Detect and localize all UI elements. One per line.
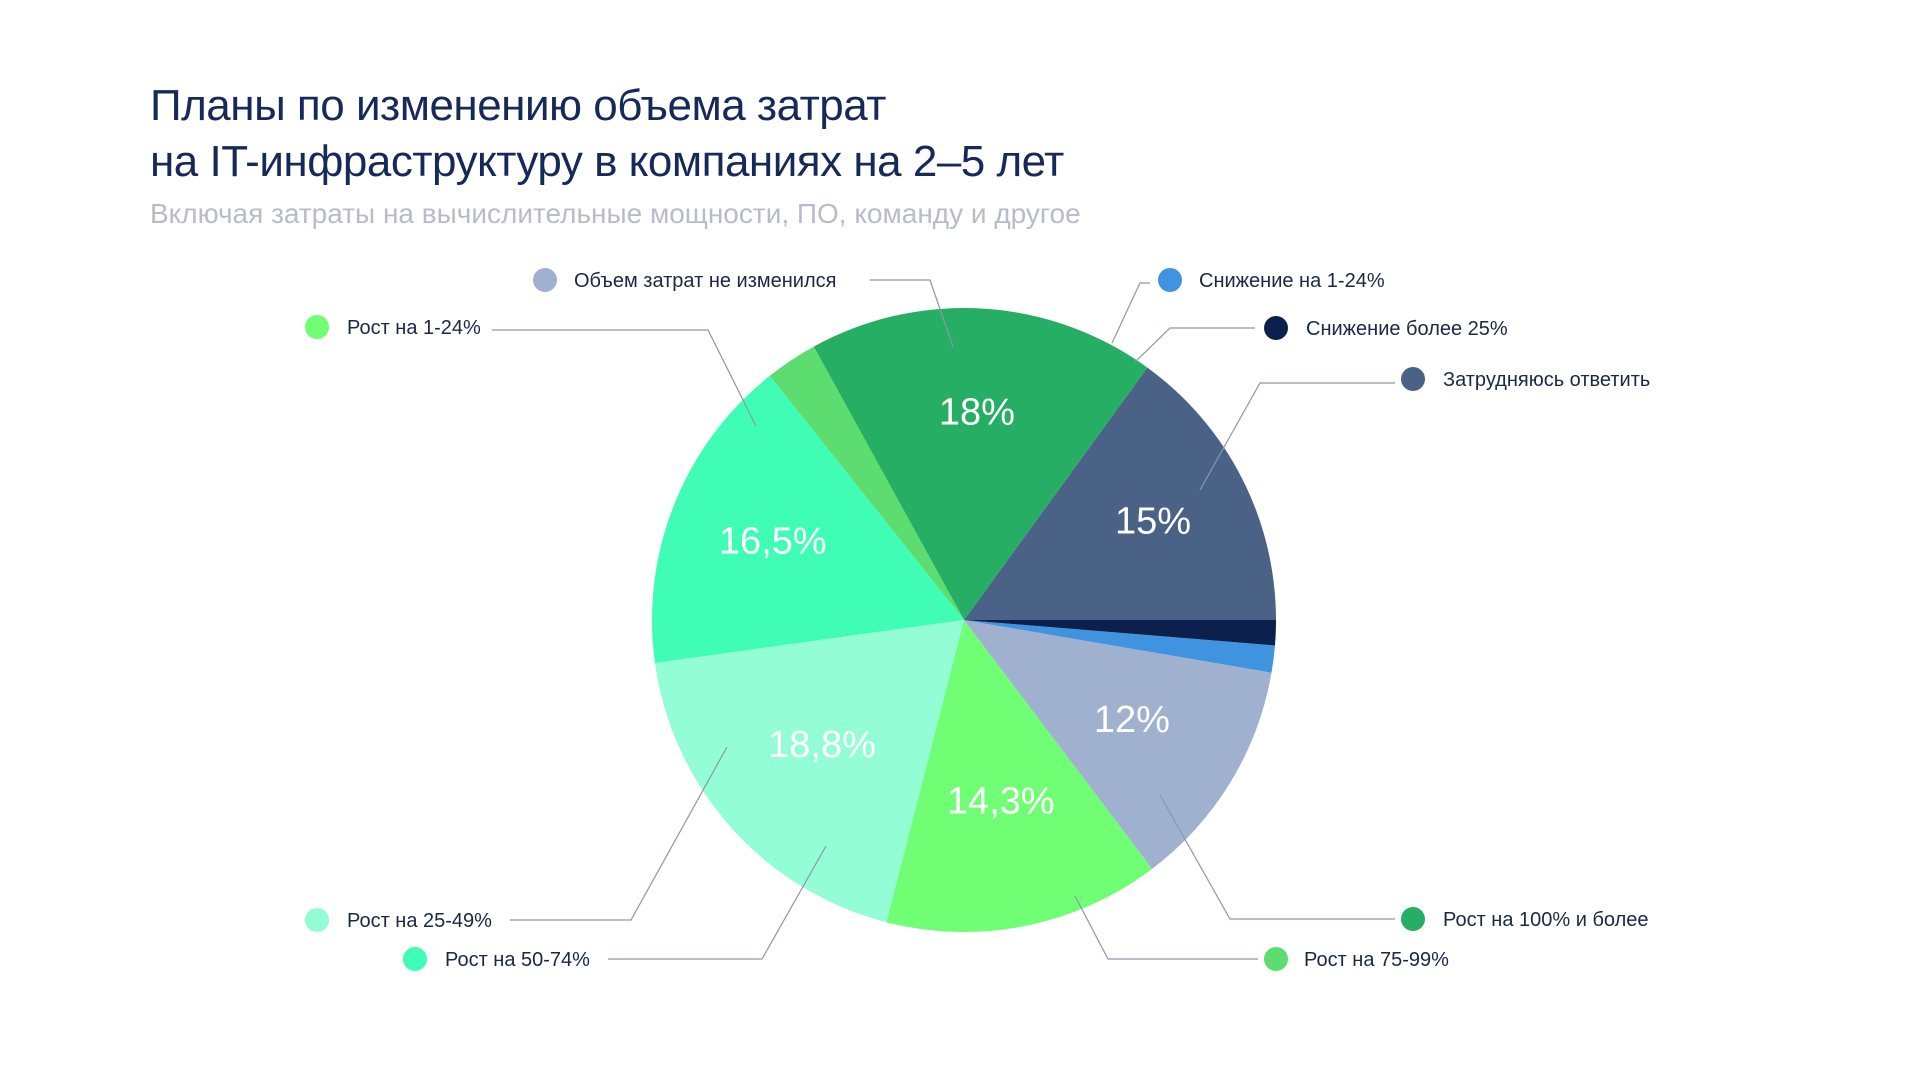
pie-slice-5 xyxy=(654,620,964,923)
pie-slice-3 xyxy=(769,346,964,620)
chart-subtitle: Включая затраты на вычислительные мощнос… xyxy=(150,198,1081,229)
legend-marker-6 xyxy=(305,315,329,339)
pie-slice-1 xyxy=(964,367,1276,620)
legend-label-4: Рост на 50-74% xyxy=(445,949,590,971)
legend-label-7: Объем затрат не изменился xyxy=(574,270,836,292)
legend-marker-1 xyxy=(1401,367,1425,391)
pie-slice-8 xyxy=(964,620,1275,673)
leader-line-5 xyxy=(510,746,728,921)
pie-slice-6 xyxy=(886,620,1153,933)
legend-marker-2 xyxy=(1401,907,1425,931)
pie-legend: Затрудняюсь ответить Рост на 100% и более… xyxy=(305,268,1650,971)
slice-value-label-4: 16,5% xyxy=(719,521,827,563)
leader-line-7 xyxy=(870,279,954,348)
slice-value-label-2: 18% xyxy=(939,392,1015,434)
slice-value-label-6: 14,3% xyxy=(947,781,1055,823)
legend-label-2: Рост на 100% и более xyxy=(1443,909,1649,931)
leader-line-1 xyxy=(1199,382,1395,491)
chart-title: Планы по изменению объема затрат на IT-и… xyxy=(150,78,1064,190)
slice-value-label-5: 18,8% xyxy=(768,724,876,766)
chart-title-line-1: Планы по изменению объема затрат xyxy=(150,81,886,130)
pie-slice-2 xyxy=(813,307,1148,620)
pie-slice-7 xyxy=(964,620,1272,869)
legend-marker-4 xyxy=(403,947,427,971)
leader-line-9 xyxy=(1134,327,1255,363)
legend-marker-9 xyxy=(1264,316,1288,340)
legend-label-8: Снижение на 1-24% xyxy=(1199,270,1385,292)
pie-slices xyxy=(652,307,1276,933)
pie-value-labels: 15% 18% 16,5% 18,8% 14,3% 12% xyxy=(719,392,1191,823)
legend-marker-3 xyxy=(1264,947,1288,971)
leader-line-3 xyxy=(1074,895,1258,960)
leader-line-8 xyxy=(1111,282,1150,344)
slice-value-label-1: 15% xyxy=(1115,501,1191,543)
legend-label-1: Затрудняюсь ответить xyxy=(1443,369,1650,391)
legend-label-5: Рост на 25-49% xyxy=(347,910,492,932)
pie-slice-4 xyxy=(652,375,964,663)
legend-label-6: Рост на 1-24% xyxy=(347,317,481,339)
leader-line-2 xyxy=(1159,794,1395,920)
leader-line-4 xyxy=(608,845,827,960)
pie-slice-9 xyxy=(964,620,1276,646)
legend-marker-8 xyxy=(1158,268,1182,292)
leader-line-6 xyxy=(492,329,757,427)
legend-label-9: Снижение более 25% xyxy=(1306,318,1508,340)
legend-marker-5 xyxy=(305,908,329,932)
legend-label-3: Рост на 75-99% xyxy=(1304,949,1449,971)
slice-value-label-7: 12% xyxy=(1094,699,1170,741)
legend-marker-7 xyxy=(533,268,557,292)
chart-title-line-2: на IT-инфраструктуру в компаниях на 2–5 … xyxy=(150,137,1064,186)
